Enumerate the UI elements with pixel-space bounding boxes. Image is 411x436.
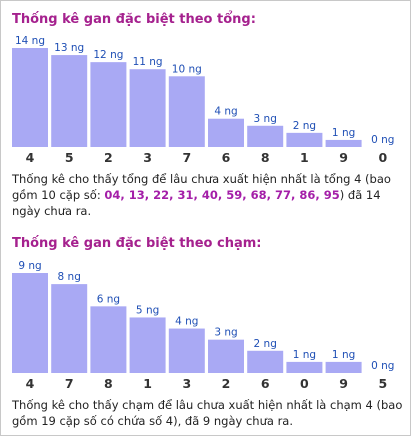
sum-category-label: 1 — [300, 150, 309, 165]
sum-category-label: 0 — [378, 150, 387, 165]
sum-category-label: 7 — [182, 150, 191, 165]
sum-bar-8 — [247, 125, 284, 147]
touch-bar-value-label: 9 ng — [18, 260, 41, 272]
sum-pair-list: 04, 13, 22, 31, 40, 59, 68, 77, 86, 95 — [104, 188, 340, 202]
touch-bar-value-label: 1 ng — [293, 349, 316, 361]
touch-bar-6 — [247, 350, 284, 373]
touch-bar-1 — [129, 317, 166, 373]
touch-category-label: 2 — [222, 376, 231, 391]
sum-bar-9 — [325, 139, 362, 147]
touch-category-label: 1 — [143, 376, 152, 391]
sum-category-label: 5 — [65, 150, 74, 165]
sum-bar-value-label: 12 ng — [93, 49, 123, 61]
touch-bar-8 — [90, 306, 127, 373]
sum-category-label: 3 — [143, 150, 152, 165]
touch-bar-value-label: 3 ng — [214, 327, 237, 339]
sum-section-title: Thống kê gan đặc biệt theo tổng: — [12, 12, 256, 27]
sum-bar-value-label: 2 ng — [293, 120, 316, 132]
touch-bar-value-label: 6 ng — [97, 293, 120, 305]
sum-bar-value-label: 4 ng — [214, 106, 237, 118]
sum-category-label: 2 — [104, 150, 113, 165]
touch-description: Thống kê cho thấy chạm để lâu chưa xuất … — [12, 397, 404, 429]
touch-bar-value-label: 0 ng — [371, 360, 394, 372]
sum-category-label: 4 — [26, 150, 35, 165]
touch-gap-bar-chart: 9 ng 4 8 ng 7 6 ng 8 5 ng 1 4 ng 3 3 ng 2 2 ng 6 1 ng 0… — [12, 260, 394, 391]
touch-bar-9 — [325, 361, 362, 373]
touch-bar-value-label: 4 ng — [175, 316, 198, 328]
sum-bar-6 — [208, 118, 244, 147]
touch-category-label: 8 — [104, 376, 113, 391]
sum-bar-value-label: 10 ng — [172, 63, 202, 75]
touch-bar-2 — [208, 339, 244, 373]
sum-description-tail: ) đã 14 ngày chưa ra. — [12, 188, 381, 218]
sum-category-label: 8 — [261, 150, 270, 165]
sum-bar-value-label: 14 ng — [15, 35, 45, 47]
sum-bar-7 — [168, 76, 205, 147]
touch-category-label: 6 — [261, 376, 270, 391]
touch-bar-value-label: 8 ng — [58, 271, 81, 283]
touch-bar-3 — [168, 328, 205, 373]
sum-description-text: Thống kê cho thấy tổng để lâu chưa xuất … — [12, 172, 391, 202]
sum-category-label: 9 — [339, 150, 348, 165]
sum-bar-2 — [90, 62, 127, 148]
touch-category-label: 4 — [26, 376, 35, 391]
sum-category-label: 6 — [222, 150, 231, 165]
sum-bar-1 — [286, 132, 323, 147]
sum-bar-value-label: 11 ng — [133, 56, 163, 68]
touch-category-label: 5 — [378, 376, 387, 391]
sum-bar-value-label: 13 ng — [54, 42, 84, 54]
sum-bar-value-label: 0 ng — [371, 134, 394, 146]
touch-category-label: 9 — [339, 376, 348, 391]
touch-bar-4 — [12, 273, 48, 373]
touch-section-title: Thống kê gan đặc biệt theo chạm: — [12, 236, 262, 251]
sum-bar-value-label: 1 ng — [332, 127, 355, 139]
sum-bar-4 — [12, 48, 48, 147]
touch-category-label: 7 — [65, 376, 74, 391]
touch-bar-value-label: 2 ng — [254, 338, 277, 350]
sum-bar-3 — [129, 69, 166, 147]
touch-category-label: 3 — [182, 376, 191, 391]
sum-bar-5 — [51, 55, 88, 148]
touch-bar-0 — [286, 361, 323, 373]
touch-bar-value-label: 5 ng — [136, 304, 159, 316]
sum-description: Thống kê cho thấy tổng để lâu chưa xuất … — [12, 171, 404, 219]
sum-bar-value-label: 3 ng — [254, 113, 277, 125]
touch-category-label: 0 — [300, 376, 309, 391]
touch-bar-7 — [51, 284, 88, 373]
touch-bar-value-label: 1 ng — [332, 349, 355, 361]
touch-description-text: Thống kê cho thấy chạm để lâu chưa xuất … — [12, 398, 403, 428]
